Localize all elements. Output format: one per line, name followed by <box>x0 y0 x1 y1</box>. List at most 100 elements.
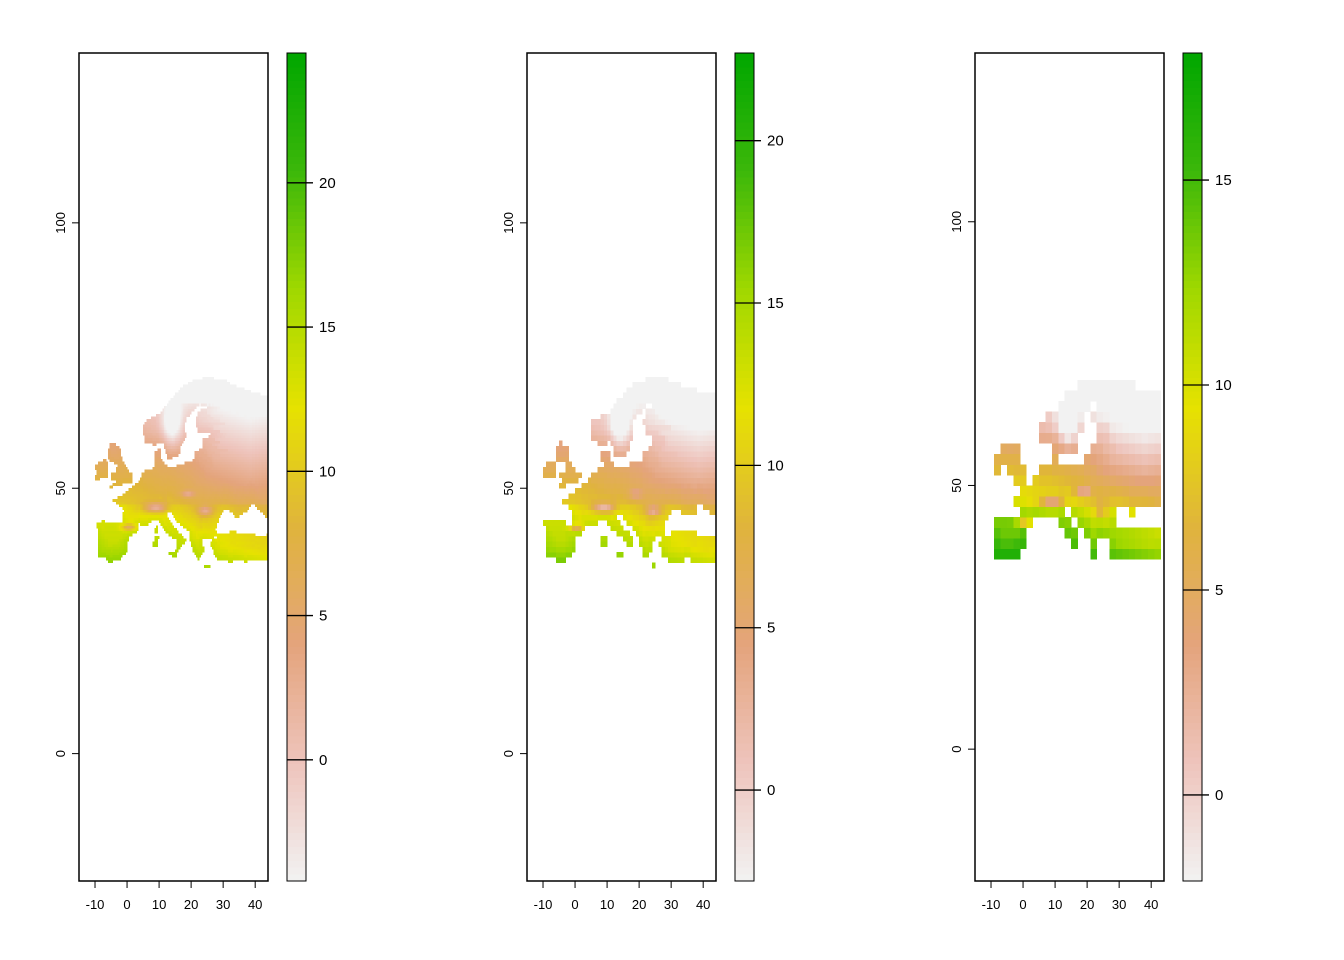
raster-cell <box>226 467 229 471</box>
raster-cell <box>168 400 171 404</box>
raster-cell <box>98 464 101 468</box>
raster-cell <box>223 382 226 386</box>
raster-cell <box>195 549 198 553</box>
raster-cell <box>261 403 264 407</box>
raster-cell <box>125 525 128 529</box>
raster-cell <box>203 536 206 540</box>
raster-cell <box>258 464 261 468</box>
raster-cell <box>223 538 226 542</box>
raster-cell <box>245 411 248 415</box>
raster-cell <box>178 541 181 545</box>
raster-cell <box>139 504 142 508</box>
raster-cell <box>165 509 168 513</box>
raster-cell <box>247 443 250 447</box>
raster-cell <box>242 443 245 447</box>
raster-cell <box>224 467 227 471</box>
raster-cell <box>239 443 242 447</box>
raster-cell <box>181 482 184 486</box>
raster-cell <box>199 429 202 433</box>
raster-cell <box>221 429 224 433</box>
raster-cell <box>263 461 266 465</box>
raster-cell <box>184 400 187 404</box>
raster-cell <box>131 490 134 494</box>
raster-cell <box>243 408 246 412</box>
raster-cell <box>234 440 237 444</box>
raster-cell <box>223 445 226 449</box>
raster-cell <box>235 498 238 502</box>
raster-cell <box>213 435 216 439</box>
raster-cell <box>192 405 195 410</box>
raster-cell <box>215 506 218 510</box>
raster-cell <box>112 498 115 502</box>
raster-cell <box>139 506 142 510</box>
raster-cell <box>245 536 248 540</box>
raster-cell <box>240 506 243 510</box>
raster-cell <box>130 472 133 476</box>
raster-cell <box>210 456 213 460</box>
raster-cell <box>106 469 109 473</box>
raster-cell <box>235 480 238 484</box>
raster-cell <box>191 509 194 513</box>
raster-cell <box>160 421 163 425</box>
raster-cell <box>162 419 165 423</box>
raster-cell <box>187 480 190 484</box>
raster-cell <box>202 528 205 532</box>
raster-cell <box>210 424 213 428</box>
raster-cell <box>693 530 698 537</box>
raster-cell <box>191 528 194 532</box>
raster-cell <box>117 538 120 542</box>
raster-cell <box>101 467 104 471</box>
raster-cell <box>237 509 240 513</box>
raster-cell <box>104 541 107 545</box>
raster-cell <box>154 485 157 489</box>
raster-cell <box>243 461 246 465</box>
raster-cell <box>199 551 202 555</box>
raster-cell <box>229 467 232 471</box>
legend-swatch <box>287 867 306 875</box>
raster-cell <box>173 490 176 494</box>
raster-cell <box>263 464 266 468</box>
raster-cell <box>219 379 222 383</box>
raster-cell <box>147 517 150 521</box>
raster-cell <box>157 496 160 500</box>
raster-cell <box>256 549 259 553</box>
raster-cell <box>247 538 250 542</box>
legend-swatch <box>287 584 306 592</box>
raster-cell <box>677 536 682 542</box>
raster-cell <box>179 477 182 481</box>
raster-cell <box>253 456 256 460</box>
raster-cell <box>242 477 245 481</box>
raster-cell <box>199 514 202 518</box>
raster-cell <box>179 405 182 410</box>
raster-cell <box>168 408 171 412</box>
raster-cell <box>239 469 242 473</box>
raster-cell <box>179 387 182 391</box>
raster-cell <box>155 416 158 420</box>
raster-cell <box>115 549 118 553</box>
raster-cell <box>123 541 126 545</box>
raster-cell <box>223 416 226 420</box>
raster-cell <box>197 490 200 494</box>
raster-cell <box>258 496 261 500</box>
raster-cell <box>103 472 106 476</box>
raster-cell <box>107 559 110 563</box>
raster-cell <box>149 429 152 433</box>
raster-cell <box>231 395 234 399</box>
raster-cell <box>231 403 234 407</box>
raster-cell <box>167 435 170 439</box>
raster-cell <box>114 477 117 481</box>
raster-cell <box>690 536 694 542</box>
raster-cell <box>197 482 200 486</box>
raster-cell <box>211 520 214 524</box>
raster-cell <box>239 413 242 417</box>
raster-cell <box>159 448 162 452</box>
raster-cell <box>200 501 203 505</box>
raster-cell <box>176 533 179 537</box>
raster-cell <box>168 456 171 460</box>
raster-cell <box>218 395 221 399</box>
raster-cell <box>237 453 240 457</box>
raster-cell <box>123 512 126 516</box>
raster-cell <box>562 557 566 563</box>
raster-cell <box>546 546 550 553</box>
raster-cell <box>559 541 563 548</box>
